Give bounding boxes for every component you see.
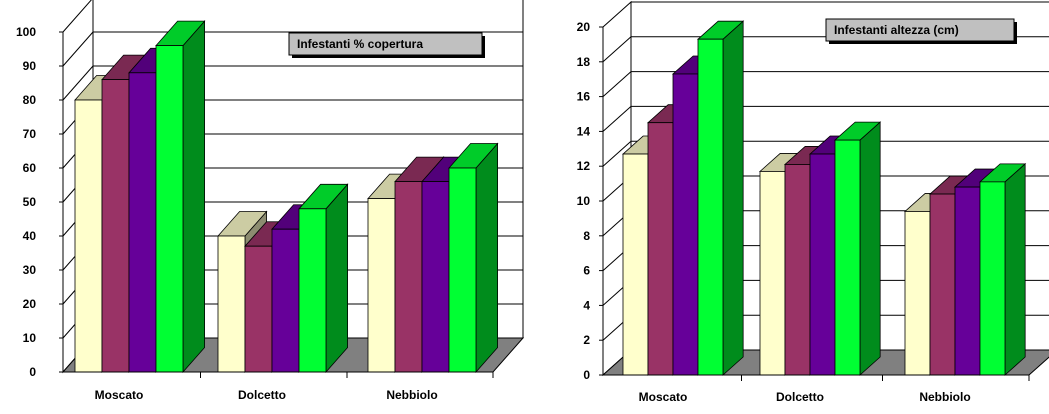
bar-dolcetto-2 [783,145,832,376]
x-tick-label: Dolcetto [238,388,286,402]
chart-infestanti-copertura: 0 10 20 30 40 50 60 70 80 90 100 Moscato Dolcetto Neb… [16,0,525,402]
bar-front [217,235,246,373]
bar-front [834,139,861,376]
title-box: Infestanti altezza (cm) [825,18,1017,44]
y-tick-label: 100 [16,25,36,39]
y-tick-label: 4 [583,298,590,312]
y-tick-label: 16 [577,90,591,104]
y-tick-label: 50 [23,195,37,209]
x-tick-label: Dolcetto [776,390,824,404]
bar-front [759,171,786,376]
bar-front [298,208,327,373]
bar-front [421,181,450,373]
bar-front [244,245,273,373]
bar-front [367,198,396,373]
bar-front [155,45,184,373]
y-tick-label: 8 [583,229,590,243]
bar-moscato-4 [696,20,745,376]
x-tick-label: Moscato [95,388,144,402]
bar-nebbiolo-4 [448,142,499,374]
bar-front [929,193,956,376]
bar-front [954,186,981,376]
y-tick-label: 30 [23,263,37,277]
bar-front [271,228,300,373]
bar-side [722,20,744,376]
y-tick-label: 40 [23,229,37,243]
bar-front [394,181,423,373]
x-tick-label: Moscato [639,390,688,404]
gridline-diagonal [602,71,632,97]
y-tick-label: 90 [23,59,37,73]
title-background [288,32,483,56]
title-background [825,18,1015,42]
bar-side [182,20,206,374]
y-tick-label: 0 [583,368,590,382]
bar-side [859,121,881,376]
y-tick-label: 6 [583,264,590,278]
y-tick-label: 20 [577,20,591,34]
bar-front [784,164,811,376]
y-tick-label: 20 [23,297,37,311]
bar-front [672,73,699,376]
y-tick-label: 60 [23,161,37,175]
y-tick-label: 10 [577,194,591,208]
bar-moscato-4 [155,20,206,374]
bar-side [325,183,349,374]
y-tick-label: 12 [577,159,591,173]
y-tick-label: 14 [577,124,591,138]
chart-title: Infestanti % copertura [297,37,423,51]
gridline-diagonal [602,140,632,167]
bar-front [697,38,724,376]
y-tick-label: 18 [577,55,591,69]
y-tick-label: 0 [29,365,36,379]
x-tick-label: Nebbiolo [386,388,437,402]
bar-front [448,167,477,373]
bar-front [904,211,931,376]
bar-front [979,181,1006,376]
x-tick-label: Nebbiolo [919,390,970,404]
bar-front [622,153,649,376]
y-tick-label: 10 [23,331,37,345]
bar-side [1004,162,1026,376]
bar-side [475,142,499,374]
chart-title: Infestanti altezza (cm) [834,23,959,37]
bar-front [647,122,674,376]
bar-front [809,153,836,376]
y-tick-label: 80 [23,93,37,107]
bar-front [74,99,103,373]
gridline-diagonal [602,36,632,63]
y-tick-label: 70 [23,127,37,141]
y-tick-label: 2 [583,333,590,347]
gridline-diagonal [602,106,632,132]
chart-infestanti-altezza: 0 2 4 6 8 10 12 14 16 18 20 Moscato Dolcetto Nebbiolo… [577,0,1049,404]
gridline-diagonal [62,65,94,101]
bar-nebbiolo-4 [978,162,1027,376]
bar-dolcetto-4 [833,121,882,376]
bar-dolcetto-4 [298,183,349,374]
bar-front [101,79,130,373]
gridline-diagonal [62,31,94,67]
bar-front [128,72,157,373]
title-box: Infestanti % copertura [288,32,485,58]
